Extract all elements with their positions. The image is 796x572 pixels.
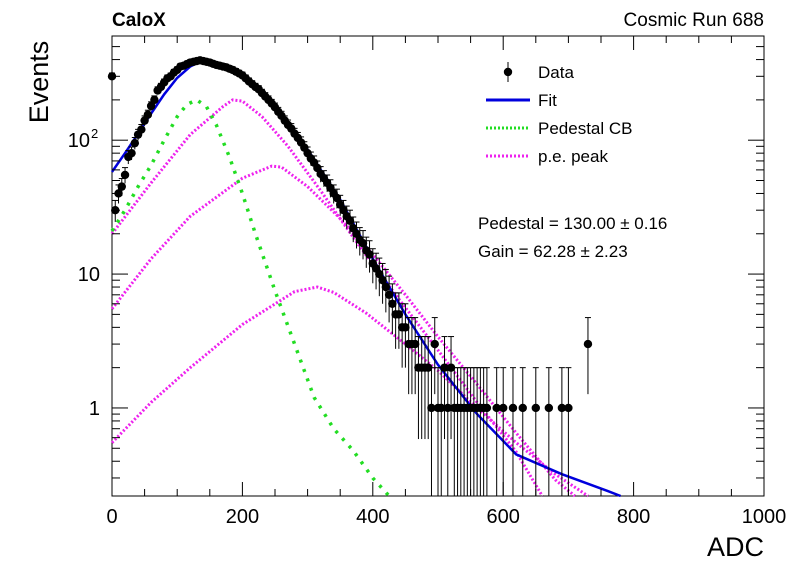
y-tick-exponent: 2 <box>91 126 98 141</box>
data-marker <box>137 125 146 134</box>
data-point <box>378 262 387 304</box>
data-marker <box>410 339 420 349</box>
data-marker <box>424 363 433 372</box>
data-point <box>120 167 130 184</box>
data-marker <box>143 110 153 119</box>
legend: Data Fit Pedestal CB p.e. peak <box>486 62 633 166</box>
data-point <box>583 317 593 395</box>
x-tick-label: 400 <box>356 506 389 528</box>
x-axis-label: ADC <box>707 532 764 562</box>
data-marker <box>127 148 136 158</box>
data-point <box>557 367 567 496</box>
data-marker <box>381 282 391 292</box>
data-marker <box>117 182 126 191</box>
data-point <box>384 275 394 323</box>
data-point <box>401 303 410 368</box>
legend-entry: Pedestal CB <box>486 119 633 138</box>
header-right-label: Cosmic Run 688 <box>624 10 764 31</box>
data-point <box>143 109 153 120</box>
data-point <box>150 95 159 105</box>
data-point <box>531 367 540 496</box>
data-marker <box>564 403 573 413</box>
annotation-pedestal: Pedestal = 130.00 ± 0.16 <box>478 214 667 233</box>
data-point-layer <box>107 56 593 496</box>
data-marker <box>378 275 387 285</box>
data-marker <box>443 403 452 413</box>
y-tick-label: 10 <box>68 130 90 152</box>
pe-peak-curve-3 <box>110 285 589 498</box>
data-marker <box>557 403 567 413</box>
data-marker <box>518 403 527 413</box>
data-point <box>410 317 420 395</box>
data-marker <box>365 250 374 259</box>
data-point <box>499 367 508 496</box>
data-point <box>394 292 404 349</box>
data-marker <box>437 403 446 413</box>
data-marker <box>120 170 130 180</box>
data-marker <box>492 403 501 413</box>
data-marker <box>499 403 508 413</box>
data-point <box>564 367 573 496</box>
data-marker <box>440 363 449 372</box>
data-marker <box>583 339 593 349</box>
data-marker <box>446 363 456 372</box>
x-tick-label: 200 <box>226 506 259 528</box>
pedestal-curve <box>110 97 391 498</box>
x-tick-label: 800 <box>617 506 650 528</box>
y-tick-label: 1 <box>89 398 100 420</box>
legend-swatch-marker <box>503 67 513 77</box>
x-tick-label: 1000 <box>742 506 787 528</box>
legend-label: Pedestal CB <box>538 119 633 138</box>
data-point <box>430 317 439 395</box>
data-marker <box>130 138 140 148</box>
data-marker <box>531 403 540 413</box>
data-marker <box>358 239 368 248</box>
data-marker <box>384 290 394 300</box>
y-tick-label: 10 <box>78 264 100 286</box>
data-marker <box>401 323 410 332</box>
y-axis-label: Events <box>24 41 54 124</box>
data-point <box>358 230 368 260</box>
data-point <box>518 367 527 496</box>
data-marker <box>482 403 492 413</box>
data-marker <box>332 193 342 203</box>
data-point <box>440 336 449 440</box>
header-left-label: CaloX <box>112 10 166 31</box>
data-marker <box>388 299 397 308</box>
data-marker <box>508 403 518 413</box>
data-point <box>427 367 436 496</box>
data-point <box>482 367 492 496</box>
data-point <box>365 240 374 273</box>
data-marker <box>345 216 355 225</box>
pe-peak-curve-1 <box>110 98 544 497</box>
pe-peak-curve-2 <box>110 164 576 498</box>
annotation-gain: Gain = 62.28 ± 2.23 <box>478 242 628 261</box>
data-marker <box>394 310 404 319</box>
data-point <box>508 367 518 496</box>
legend-entry: p.e. peak <box>486 147 608 166</box>
data-point <box>492 367 501 496</box>
legend-label: Data <box>538 63 574 82</box>
legend-entry: Fit <box>486 91 557 110</box>
data-point <box>424 336 433 440</box>
data-marker <box>430 339 439 349</box>
data-marker <box>150 95 159 105</box>
legend-entry: Data <box>503 62 574 82</box>
data-point <box>127 146 136 161</box>
legend-label: Fit <box>538 91 557 110</box>
data-marker <box>427 403 436 413</box>
x-tick-label: 0 <box>106 506 117 528</box>
data-point <box>388 283 397 335</box>
data-point <box>446 336 456 440</box>
data-point <box>544 367 554 496</box>
x-tick-label: 600 <box>487 506 520 528</box>
legend-label: p.e. peak <box>538 147 608 166</box>
data-point <box>381 268 391 313</box>
data-point <box>137 124 146 136</box>
data-marker <box>544 403 554 413</box>
